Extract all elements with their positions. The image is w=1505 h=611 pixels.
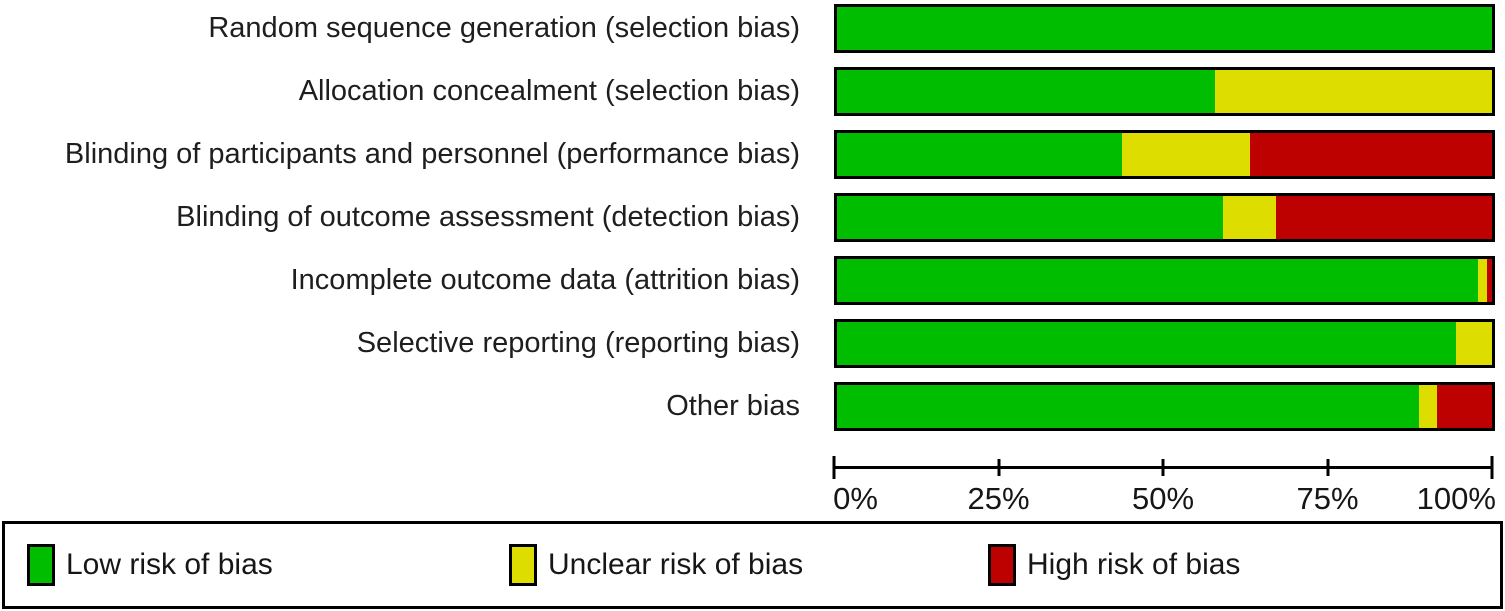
bar-segment-low bbox=[837, 7, 1492, 50]
bar-segment-unclear bbox=[1455, 322, 1492, 365]
bar-track bbox=[834, 130, 1495, 179]
bar-track bbox=[834, 382, 1495, 431]
axis-tick bbox=[1490, 456, 1494, 479]
axis-tick-label: 100% bbox=[1416, 481, 1496, 516]
legend-label: Unclear risk of bias bbox=[548, 548, 804, 581]
bar-segment-unclear bbox=[1214, 70, 1492, 113]
bar-track bbox=[834, 4, 1495, 53]
chart-row: Blinding of outcome assessment (detectio… bbox=[0, 193, 1495, 242]
chart-row: Selective reporting (reporting bias) bbox=[0, 319, 1495, 368]
chart-row: Other bias bbox=[0, 382, 1495, 431]
legend-item: Low risk of bias bbox=[27, 544, 273, 586]
legend: Low risk of bias Unclear risk of bias High… bbox=[2, 521, 1503, 609]
bar-segment-high bbox=[1486, 259, 1492, 302]
bar-segment-unclear bbox=[1223, 196, 1276, 239]
chart-row: Random sequence generation (selection bi… bbox=[0, 4, 1495, 53]
legend-label: Low risk of bias bbox=[66, 548, 273, 581]
category-label: Incomplete outcome data (attrition bias) bbox=[290, 264, 800, 296]
bar-segment-low bbox=[837, 133, 1122, 176]
bar-segment-high bbox=[1249, 133, 1492, 176]
bar-segment-low bbox=[837, 70, 1215, 113]
legend-swatch-icon bbox=[509, 544, 537, 586]
x-axis-labels: 0% 25% 50% 75% 100% bbox=[833, 481, 1496, 516]
category-label: Other bias bbox=[666, 390, 800, 422]
x-axis bbox=[832, 455, 1494, 481]
bar-track bbox=[834, 256, 1495, 305]
bar-track bbox=[834, 193, 1495, 242]
axis-tick-label: 0% bbox=[833, 481, 878, 516]
bar-segment-low bbox=[837, 322, 1456, 365]
category-label: Blinding of outcome assessment (detectio… bbox=[176, 201, 800, 233]
bar-segment-unclear bbox=[1477, 259, 1487, 302]
legend-swatch-icon bbox=[27, 544, 55, 586]
axis-tick-label: 25% bbox=[967, 481, 1030, 516]
legend-swatch-icon bbox=[988, 544, 1016, 586]
stacked-bar-chart: Random sequence generation (selection bi… bbox=[0, 4, 1495, 445]
axis-tick bbox=[832, 456, 836, 479]
axis-tick-label: 50% bbox=[1131, 481, 1195, 516]
axis-tick-label: 75% bbox=[1296, 481, 1359, 516]
legend-item: High risk of bias bbox=[988, 544, 1240, 586]
category-label: Allocation concealment (selection bias) bbox=[298, 75, 800, 107]
axis-tick bbox=[1326, 459, 1329, 476]
chart-row: Blinding of participants and personnel (… bbox=[0, 130, 1495, 179]
bar-track bbox=[834, 67, 1495, 116]
legend-label: High risk of bias bbox=[1027, 548, 1241, 581]
bar-segment-low bbox=[837, 259, 1478, 302]
category-label: Random sequence generation (selection bi… bbox=[208, 12, 800, 44]
bar-track bbox=[834, 319, 1495, 368]
chart-row: Incomplete outcome data (attrition bias) bbox=[0, 256, 1495, 305]
category-label: Selective reporting (reporting bias) bbox=[356, 327, 800, 359]
legend-item: Unclear risk of bias bbox=[509, 544, 803, 586]
bar-segment-unclear bbox=[1121, 133, 1250, 176]
bar-segment-low bbox=[837, 385, 1420, 428]
chart-row: Allocation concealment (selection bias) bbox=[0, 67, 1495, 116]
category-label: Blinding of participants and personnel (… bbox=[64, 138, 800, 170]
bar-segment-high bbox=[1436, 385, 1492, 428]
bar-segment-low bbox=[837, 196, 1224, 239]
bar-segment-high bbox=[1275, 196, 1492, 239]
axis-tick bbox=[1161, 459, 1165, 476]
axis-tick bbox=[997, 459, 1000, 476]
bar-segment-unclear bbox=[1419, 385, 1437, 428]
